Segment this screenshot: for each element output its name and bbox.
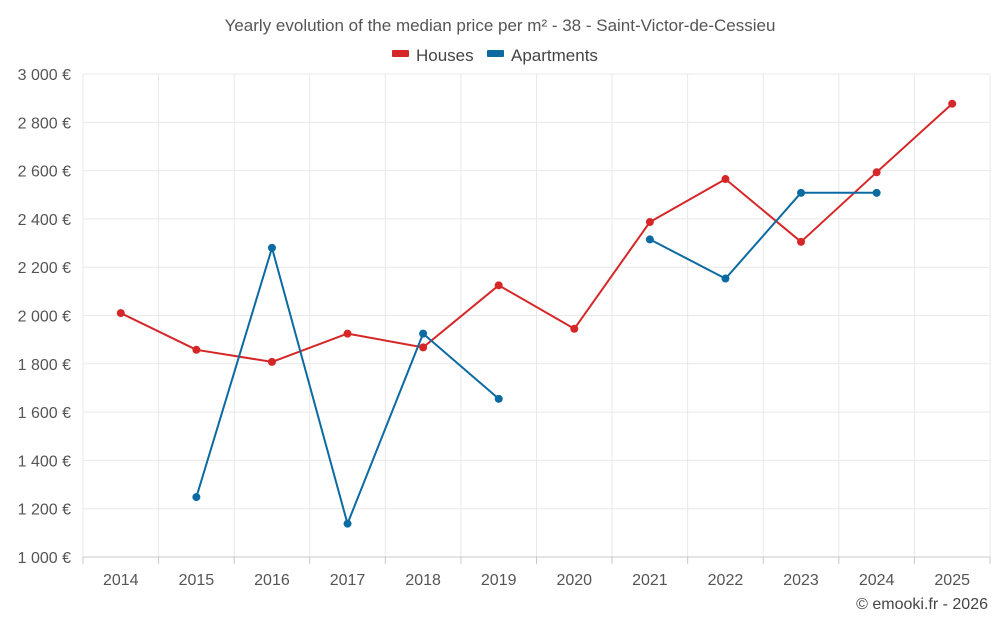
data-point-apartments[interactable]: [494, 394, 503, 403]
data-point-houses[interactable]: [797, 237, 806, 246]
data-point-apartments[interactable]: [419, 329, 428, 338]
series-line-apartments: [649, 191, 877, 280]
x-tick-label: 2020: [556, 572, 592, 589]
legend-label-houses: Houses: [416, 46, 474, 65]
data-point-apartments[interactable]: [267, 243, 276, 252]
y-tick-label: 1 200 €: [18, 502, 71, 519]
x-tick-label: 2014: [103, 572, 139, 589]
data-point-houses[interactable]: [948, 99, 957, 108]
data-point-houses[interactable]: [570, 324, 579, 333]
credit-text: © emooki.fr - 2026: [856, 596, 988, 613]
legend: Houses Apartments: [392, 46, 598, 65]
y-tick-label: 2 600 €: [18, 164, 71, 181]
data-point-houses[interactable]: [192, 345, 201, 354]
x-tick-label: 2025: [934, 572, 970, 589]
series-apartments: [192, 188, 881, 528]
x-tick-label: 2015: [179, 572, 215, 589]
y-tick-label: 2 200 €: [18, 260, 71, 277]
x-tick-label: 2023: [783, 572, 819, 589]
data-point-houses[interactable]: [419, 343, 428, 352]
y-tick-label: 1 800 €: [18, 357, 71, 374]
data-point-houses[interactable]: [645, 218, 654, 227]
legend-swatch-houses: [392, 50, 409, 57]
data-point-houses[interactable]: [721, 175, 730, 184]
x-tick-label: 2019: [481, 572, 517, 589]
x-tick-label: 2017: [330, 572, 366, 589]
y-tick-label: 1 400 €: [18, 453, 71, 470]
y-tick-label: 1 600 €: [18, 405, 71, 422]
x-tick-label: 2018: [405, 572, 441, 589]
chart-title: Yearly evolution of the median price per…: [225, 16, 776, 35]
data-point-houses[interactable]: [494, 281, 503, 290]
data-point-houses[interactable]: [343, 329, 352, 338]
x-tick-label: 2022: [708, 572, 744, 589]
data-point-apartments[interactable]: [645, 235, 654, 244]
data-point-houses[interactable]: [267, 357, 276, 366]
x-tick-label: 2024: [859, 572, 895, 589]
legend-label-apartments: Apartments: [511, 46, 598, 65]
data-point-houses[interactable]: [116, 309, 125, 318]
data-point-apartments[interactable]: [872, 188, 881, 197]
y-tick-label: 2 400 €: [18, 212, 71, 229]
legend-item-houses[interactable]: Houses: [392, 46, 474, 65]
y-tick-label: 2 800 €: [18, 115, 71, 132]
y-tick-label: 3 000 €: [18, 67, 71, 84]
legend-swatch-apartments: [487, 50, 504, 57]
series-line-apartments: [195, 246, 500, 525]
y-tick-label: 1 000 €: [18, 550, 71, 567]
data-point-apartments[interactable]: [797, 188, 806, 197]
data-point-apartments[interactable]: [192, 493, 201, 502]
legend-item-apartments[interactable]: Apartments: [487, 46, 598, 65]
grid: [82, 73, 991, 557]
data-point-houses[interactable]: [872, 168, 881, 177]
axes: 1 000 € 1 200 € 1 400 € 1 600 € 1 800 € 2 000…: [18, 67, 991, 589]
x-tick-label: 2016: [254, 572, 290, 589]
series: [116, 99, 957, 528]
data-point-apartments[interactable]: [343, 519, 352, 528]
series-line-houses: [120, 102, 953, 363]
x-tick-label: 2021: [632, 572, 668, 589]
y-tick-label: 2 000 €: [18, 309, 71, 326]
data-point-apartments[interactable]: [721, 274, 730, 283]
series-houses: [116, 99, 957, 366]
